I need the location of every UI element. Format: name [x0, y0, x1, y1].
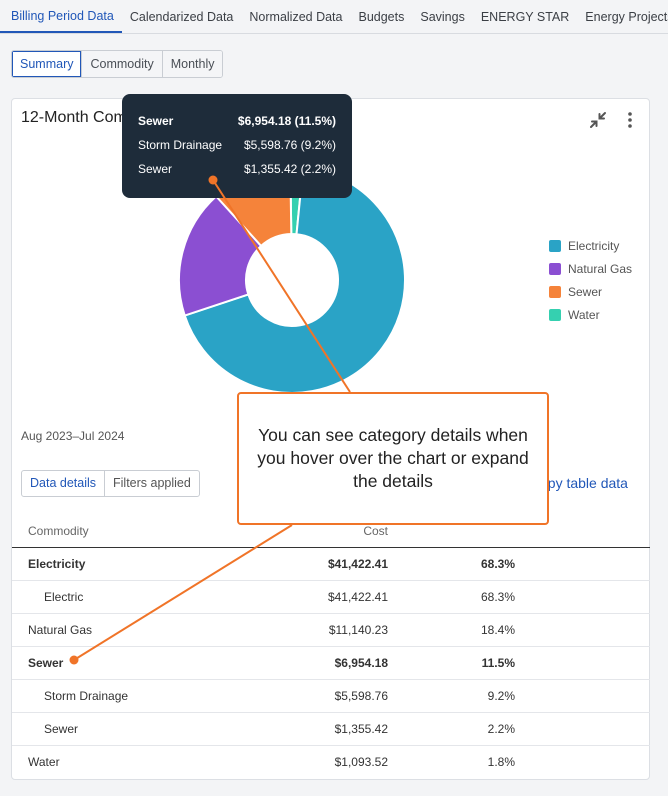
top-nav: Billing Period Data Calendarized Data Norm… — [0, 0, 668, 34]
legend-item-water[interactable]: Water — [549, 303, 632, 326]
tooltip-value: $6,954.18 (11.5%) — [237, 114, 336, 128]
cost-cell: $1,355.42 — [334, 722, 388, 736]
table-row[interactable]: Natural Gas $11,140.23 18.4% — [12, 614, 650, 647]
collapse-icon[interactable] — [588, 110, 608, 130]
percent-cell: 11.5% — [481, 656, 515, 670]
legend-label: Natural Gas — [568, 261, 633, 276]
chart-tooltip: Sewer $6,954.18 (11.5%) Storm Drainage $5,5… — [122, 94, 352, 198]
legend-label: Sewer — [568, 284, 603, 299]
legend-swatch — [549, 285, 561, 298]
cost-cell: $5,598.76 — [334, 689, 388, 703]
percent-cell: 68.3% — [480, 557, 515, 571]
percent-cell: 2.2% — [487, 722, 515, 736]
legend-label: Electricity — [568, 238, 620, 253]
tab-normalized-data[interactable]: Normalized Data — [249, 10, 343, 24]
column-header-cost[interactable]: Cost — [363, 524, 388, 538]
legend-swatch — [549, 262, 561, 275]
cost-cell: $41,422.41 — [327, 590, 388, 604]
tooltip-row: Storm Drainage $5,598.76 (9.2%) — [138, 133, 336, 157]
table-body: Electricity $41,422.41 68.3% Electric $41,42… — [12, 548, 650, 779]
percent-cell: 18.4% — [480, 623, 515, 637]
tab-data-details[interactable]: Data details — [30, 476, 97, 490]
percent-cell: 1.8% — [487, 755, 515, 769]
cost-cell: $11,140.23 — [328, 623, 388, 637]
copy-table-data-link[interactable]: opy table data — [540, 475, 628, 491]
commodity-cell: Sewer — [28, 656, 64, 670]
commodity-cell: Electricity — [28, 557, 86, 571]
annotation-callout: You can see category details when you ho… — [237, 392, 549, 525]
tooltip-value: $5,598.76 (9.2%) — [243, 138, 336, 152]
tooltip-label: Sewer — [138, 162, 173, 176]
percent-cell: 68.3% — [480, 590, 515, 604]
tab-energy-projects[interactable]: Energy Projects — [585, 10, 668, 24]
table-row[interactable]: Sewer $6,954.18 11.5% — [12, 647, 650, 680]
commodity-cell: Electric — [44, 590, 84, 604]
view-monthly-button[interactable]: Monthly — [161, 51, 223, 77]
tab-energy-star[interactable]: ENERGY STAR — [480, 10, 570, 24]
date-range-label: Aug 2023–Jul 2024 — [21, 429, 125, 443]
tab-calendarized-data[interactable]: Calendarized Data — [129, 10, 234, 24]
legend-swatch — [549, 239, 561, 252]
column-header-commodity[interactable]: Commodity — [28, 524, 89, 538]
details-toggle: Data details Filters applied — [21, 470, 200, 497]
tooltip-row: Sewer $1,355.42 (2.2%) — [138, 157, 336, 181]
cost-cell: $41,422.41 — [327, 557, 388, 571]
tab-filters-applied[interactable]: Filters applied — [104, 471, 199, 496]
commodity-table: Commodity Cost Electricity $41,422.41 68.3… — [12, 514, 650, 779]
legend-label: Water — [568, 307, 600, 322]
more-options-icon[interactable] — [622, 110, 638, 130]
tooltip-value: $1,355.42 (2.2%) — [243, 162, 336, 176]
view-summary-button[interactable]: Summary — [12, 51, 82, 77]
commodity-cell: Sewer — [44, 722, 79, 736]
table-row[interactable]: Electricity $41,422.41 68.3% — [12, 548, 650, 581]
commodity-cell: Storm Drainage — [44, 689, 129, 703]
tab-budgets[interactable]: Budgets — [358, 10, 405, 24]
cost-cell: $6,954.18 — [334, 656, 388, 670]
view-toggle: Summary Commodity Monthly — [11, 50, 224, 78]
commodity-cell: Natural Gas — [28, 623, 93, 637]
tab-billing-period-data[interactable]: Billing Period Data — [0, 0, 122, 33]
tab-savings[interactable]: Savings — [420, 10, 465, 24]
legend-item-natural-gas[interactable]: Natural Gas — [549, 257, 632, 280]
table-row[interactable]: Storm Drainage $5,598.76 9.2% — [12, 680, 650, 713]
table-row[interactable]: Water $1,093.52 1.8% — [12, 746, 650, 779]
view-commodity-button[interactable]: Commodity — [81, 51, 162, 77]
table-row[interactable]: Sewer $1,355.42 2.2% — [12, 713, 650, 746]
percent-cell: 9.2% — [487, 689, 515, 703]
legend-swatch — [549, 308, 561, 321]
tooltip-label: Sewer — [138, 114, 174, 128]
commodity-cell: Water — [28, 755, 60, 769]
legend-item-sewer[interactable]: Sewer — [549, 280, 632, 303]
cost-cell: $1,093.52 — [334, 755, 388, 769]
tooltip-row: Sewer $6,954.18 (11.5%) — [138, 109, 336, 133]
card-title: 12-Month Com — [21, 109, 127, 126]
table-row[interactable]: Electric $41,422.41 68.3% — [12, 581, 650, 614]
tooltip-label: Storm Drainage — [138, 138, 223, 152]
chart-legend: Electricity Natural Gas Sewer Water — [549, 234, 632, 326]
legend-item-electricity[interactable]: Electricity — [549, 234, 632, 257]
